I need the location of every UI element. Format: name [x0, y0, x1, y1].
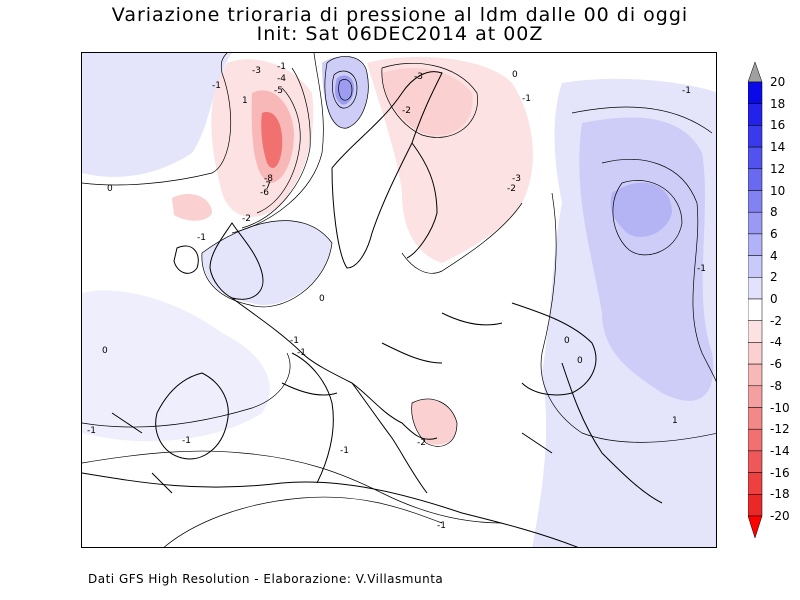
- colorbar-tick-label: 0: [770, 292, 778, 306]
- contour-label: -1: [297, 348, 306, 358]
- colorbar-swatch: [747, 428, 763, 452]
- colorbar-swatch: [747, 320, 763, 343]
- colorbar-swatch: [747, 255, 763, 278]
- colorbar-swatch: [747, 146, 763, 170]
- contour-label: 0: [512, 70, 518, 80]
- colorbar-swatch: [747, 407, 763, 430]
- contour-label: 0: [107, 184, 113, 194]
- contour-label: -2: [417, 438, 426, 448]
- contour-label: 0: [319, 294, 325, 304]
- contour-label: -2: [507, 184, 516, 194]
- contour-label: 1: [242, 96, 248, 106]
- colorbar-tick-label: -2: [770, 313, 782, 328]
- contour-label: -1: [212, 81, 221, 91]
- colorbar-swatch: [747, 277, 763, 300]
- contour-label-layer: -3-4-5-1-8-7-6-20-10-1-2-3 0-1-3-2-1-10-1…: [87, 62, 706, 531]
- colorbar-top-arrow: [747, 61, 763, 83]
- colorbar-swatch: [747, 472, 763, 495]
- contour-lines: [82, 53, 716, 547]
- colorbar-swatch: [747, 363, 763, 387]
- contour-label: -1: [277, 62, 286, 72]
- colorbar-tick-label: -8: [770, 378, 782, 393]
- colorbar-tick-label: -10: [770, 400, 790, 415]
- contour-label: -5: [274, 86, 283, 96]
- contour-label: -1: [697, 264, 706, 274]
- colorbar: [747, 60, 800, 550]
- colorbar-tick-label: 10: [770, 183, 786, 198]
- colorbar-tick-label: 2: [770, 270, 778, 285]
- contour-label: -3: [512, 174, 521, 184]
- colorbar-tick-label: -6: [770, 357, 782, 372]
- contour-label: -3: [252, 66, 261, 76]
- colorbar-swatch: [747, 81, 763, 104]
- colorbar-swatch: [747, 233, 763, 256]
- coastlines: [82, 71, 663, 547]
- contour-label: -3: [414, 72, 423, 82]
- colorbar-swatch: [747, 168, 763, 191]
- contour-label: -6: [260, 188, 269, 198]
- contour-label: -1: [290, 336, 299, 346]
- colorbar-svg: [747, 61, 763, 539]
- contour-label: 0: [577, 356, 583, 366]
- colorbar-tick-label: -12: [770, 422, 790, 437]
- colorbar-tick-label: 18: [770, 96, 786, 111]
- contour-label: -7: [262, 181, 271, 191]
- contour-label: -1: [340, 446, 349, 456]
- map-svg: -3-4-5-1-8-7-6-20-10-1-2-3 0-1-3-2-1-10-1…: [82, 53, 716, 547]
- contour-label: -1: [87, 426, 96, 436]
- colorbar-tick-label: -14: [770, 443, 790, 458]
- colorbar-swatch: [747, 450, 763, 473]
- pressure-map: -3 -4 -5 -1 -8 -7 -6 -2 0 -1 0 -1 -2 -3 0 -1 -3 -2 -1 -1 0 -1…: [81, 52, 717, 548]
- contour-label: -1: [522, 94, 531, 104]
- colorbar-swatch: [747, 190, 763, 213]
- colorbar-swatch: [747, 298, 763, 321]
- contour-label: -1: [682, 86, 691, 96]
- contour-label: -1: [437, 521, 446, 531]
- colorbar-swatch: [747, 342, 763, 365]
- colorbar-tick-label: 8: [770, 205, 778, 220]
- colorbar-tick-label: -16: [770, 465, 790, 480]
- colorbar-tick-label: 4: [770, 248, 778, 263]
- data-source-footer: Dati GFS High Resolution - Elaborazione:…: [88, 572, 444, 586]
- contour-label: 0: [102, 346, 108, 356]
- colorbar-tick-label: 14: [770, 140, 786, 155]
- contour-label: -8: [264, 174, 273, 184]
- colorbar-swatch: [747, 125, 763, 148]
- colorbar-tick-label: 12: [770, 161, 786, 176]
- colorbar-tick-label: -4: [770, 335, 782, 350]
- contour-label: -2: [242, 214, 251, 224]
- contour-label: -1: [182, 436, 191, 446]
- map-title-line2: Init: Sat 06DEC2014 at 00Z: [256, 23, 544, 45]
- colorbar-tick-label: 16: [770, 118, 786, 133]
- colorbar-swatch: [747, 385, 763, 408]
- negative-pressure-fields: [172, 57, 533, 445]
- contour-label: -4: [277, 74, 286, 84]
- contour-label: 0: [564, 336, 570, 346]
- contour-label: -1: [197, 233, 206, 243]
- colorbar-tick-label: 6: [770, 226, 778, 241]
- colorbar-swatch: [747, 211, 763, 235]
- positive-pressure-fields: [82, 53, 716, 547]
- colorbar-swatch: [747, 103, 763, 126]
- colorbar-tick-label: -18: [770, 487, 790, 502]
- colorbar-tick-label: -20: [770, 509, 790, 523]
- contour-label: 1: [672, 416, 678, 426]
- colorbar-tick-label: 20: [770, 75, 786, 89]
- map-title-line1: Variazione trioraria di pressione al ldm…: [111, 4, 689, 26]
- colorbar-swatch: [747, 494, 763, 517]
- contour-label: -2: [402, 106, 411, 116]
- colorbar-bottom-arrow: [747, 515, 763, 539]
